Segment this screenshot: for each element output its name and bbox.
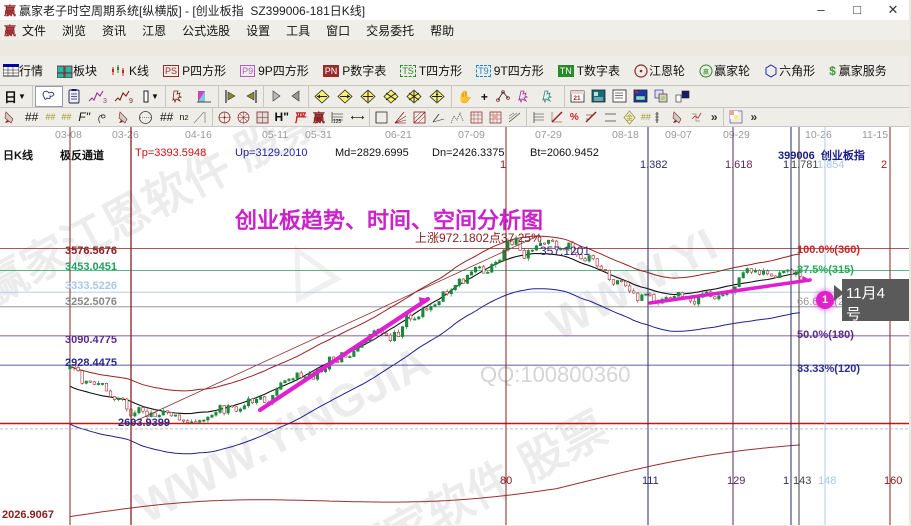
svg-text:金: 金	[626, 113, 633, 122]
svg-text:9: 9	[129, 98, 133, 104]
svg-text:赢: 赢	[703, 68, 709, 76]
svg-text:3: 3	[103, 98, 107, 104]
svg-text:125: 125	[333, 119, 342, 125]
svg-text:21: 21	[573, 95, 581, 102]
